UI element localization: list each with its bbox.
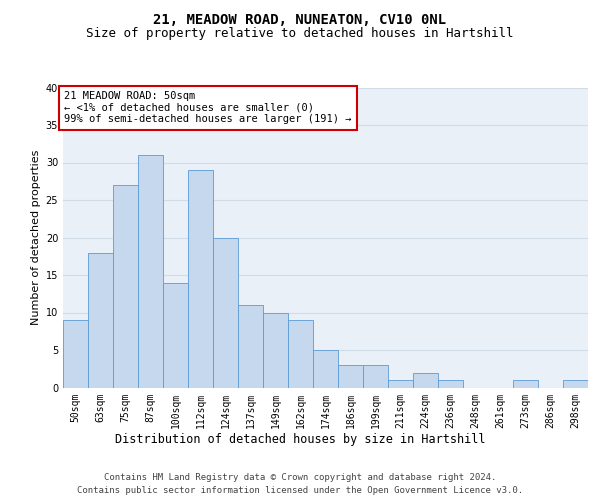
Bar <box>238 305 263 388</box>
Bar <box>338 365 363 388</box>
Bar <box>513 380 538 388</box>
Bar <box>413 372 438 388</box>
Text: 21 MEADOW ROAD: 50sqm
← <1% of detached houses are smaller (0)
99% of semi-detac: 21 MEADOW ROAD: 50sqm ← <1% of detached … <box>64 91 352 124</box>
Bar <box>288 320 313 388</box>
Y-axis label: Number of detached properties: Number of detached properties <box>31 150 41 325</box>
Text: 21, MEADOW ROAD, NUNEATON, CV10 0NL: 21, MEADOW ROAD, NUNEATON, CV10 0NL <box>154 12 446 26</box>
Text: Size of property relative to detached houses in Hartshill: Size of property relative to detached ho… <box>86 28 514 40</box>
Bar <box>88 252 113 388</box>
Bar <box>63 320 88 388</box>
Text: Contains public sector information licensed under the Open Government Licence v3: Contains public sector information licen… <box>77 486 523 495</box>
Bar <box>213 238 238 388</box>
Bar <box>438 380 463 388</box>
Bar <box>388 380 413 388</box>
Bar <box>363 365 388 388</box>
Bar <box>138 155 163 388</box>
Bar <box>563 380 588 388</box>
Bar <box>188 170 213 388</box>
Bar <box>113 185 138 388</box>
Bar <box>163 282 188 388</box>
Text: Distribution of detached houses by size in Hartshill: Distribution of detached houses by size … <box>115 432 485 446</box>
Bar <box>313 350 338 388</box>
Bar <box>263 312 288 388</box>
Text: Contains HM Land Registry data © Crown copyright and database right 2024.: Contains HM Land Registry data © Crown c… <box>104 472 496 482</box>
